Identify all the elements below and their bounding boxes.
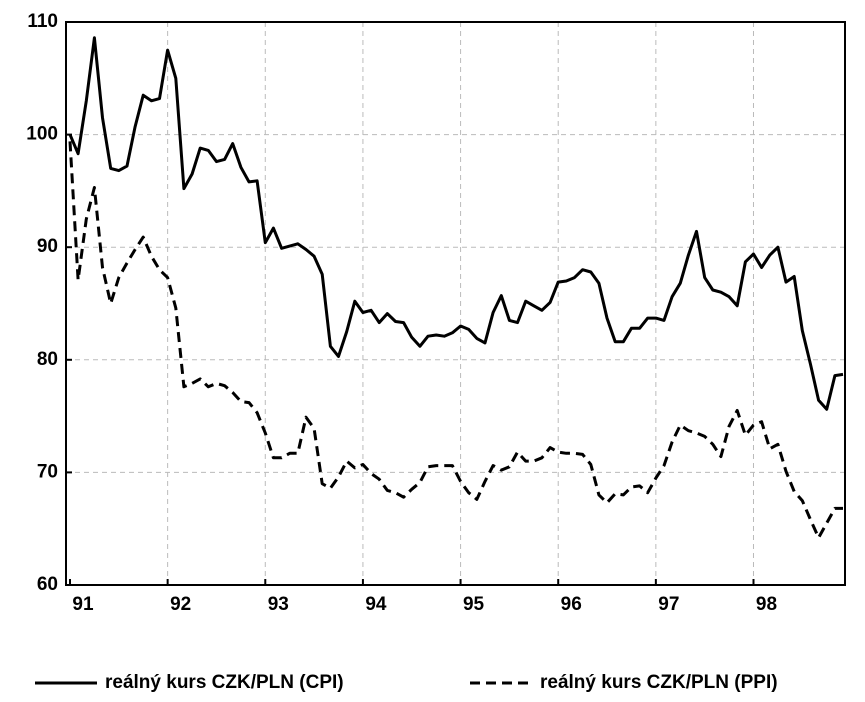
x-tick-label: 93: [268, 594, 289, 615]
x-tick-label: 92: [170, 594, 191, 615]
legend-label: reálný kurs CZK/PLN (PPI): [540, 672, 778, 693]
y-tick-label: 100: [26, 124, 58, 145]
legend-label: reálný kurs CZK/PLN (CPI): [105, 672, 344, 693]
plot-frame: [65, 21, 846, 586]
y-tick-label: 70: [37, 461, 58, 482]
series-line: [68, 36, 844, 411]
x-tick-label: 94: [365, 594, 387, 615]
x-tick-label: 97: [658, 594, 679, 615]
x-tick-label: 95: [463, 594, 485, 615]
y-tick-label: 80: [37, 349, 58, 370]
x-tick-label: 91: [72, 594, 94, 615]
x-tick-label: 96: [561, 594, 582, 615]
y-tick-label: 60: [37, 574, 58, 595]
series-line: [68, 141, 843, 540]
x-tick-label: 98: [756, 594, 777, 615]
y-tick-label: 90: [37, 236, 58, 257]
y-tick-label: 110: [27, 11, 58, 32]
